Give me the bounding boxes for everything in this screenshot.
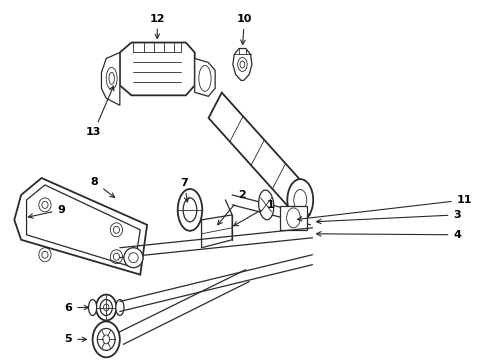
Text: 4: 4 [317,230,461,240]
Ellipse shape [93,321,120,357]
Text: 9: 9 [28,205,65,218]
Ellipse shape [259,190,274,220]
Text: 11: 11 [297,195,472,221]
Polygon shape [233,49,252,80]
Polygon shape [101,53,120,105]
Text: 13: 13 [86,86,114,137]
Text: 10: 10 [237,14,252,45]
Polygon shape [280,206,307,230]
Ellipse shape [287,179,313,221]
Text: 2: 2 [218,190,246,225]
Ellipse shape [178,189,202,231]
Text: 3: 3 [317,210,461,224]
Text: 7: 7 [181,178,189,202]
Polygon shape [201,215,232,248]
Text: 8: 8 [91,177,115,198]
Polygon shape [14,178,147,275]
Text: 1: 1 [234,200,274,226]
Ellipse shape [124,248,143,268]
Text: 12: 12 [149,14,165,39]
Text: 6: 6 [64,302,89,312]
Polygon shape [209,93,307,213]
Polygon shape [120,42,195,95]
Polygon shape [26,185,140,268]
Ellipse shape [116,300,124,315]
Ellipse shape [89,300,97,315]
Polygon shape [195,58,215,96]
Ellipse shape [96,294,117,320]
Text: 5: 5 [65,334,87,345]
